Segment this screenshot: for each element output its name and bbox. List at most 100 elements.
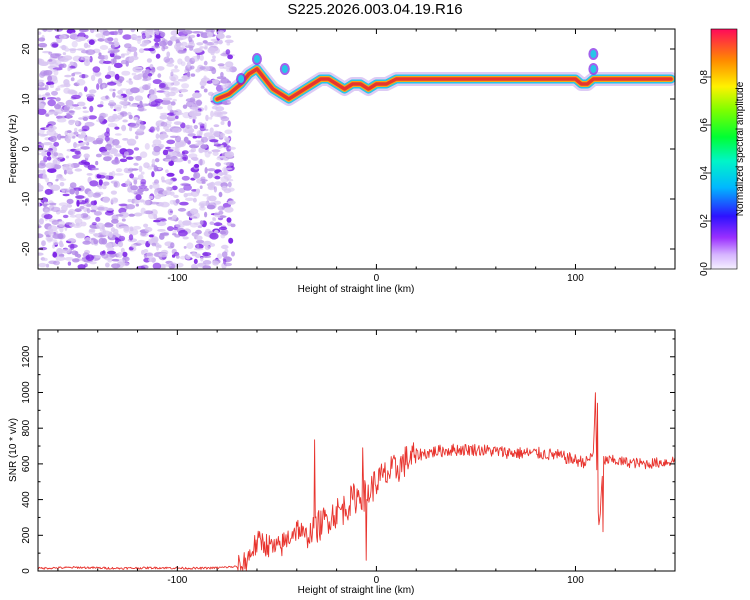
heatmap-noise-cell	[46, 81, 55, 86]
heatmap-noise-cell	[213, 222, 223, 227]
heatmap-noise-cell	[218, 210, 224, 215]
heatmap-noise-cell	[50, 184, 61, 191]
heatmap-noise-cell	[210, 58, 216, 63]
heatmap-noise-cell	[175, 255, 180, 259]
heatmap-noise-cell	[79, 29, 89, 33]
heatmap-noise-cell	[166, 51, 171, 58]
heatmap-noise-cell	[113, 30, 119, 36]
heatmap-noise-cell	[228, 237, 234, 244]
heatmap-noise-cell	[75, 232, 85, 237]
heatmap-noise-cell	[43, 201, 48, 205]
heatmap-noise-cell	[206, 31, 213, 38]
heatmap-noise-cell	[209, 139, 219, 143]
heatmap-noise-cell	[52, 244, 56, 249]
heatmap-noise-cell	[176, 42, 183, 46]
heatmap-noise-cell	[199, 206, 206, 211]
heatmap-noise-cell	[90, 29, 95, 34]
heatmap-noise-cell	[147, 83, 152, 87]
heatmap-noise-cell	[105, 262, 110, 268]
heatmap-noise-cell	[148, 47, 155, 52]
heatmap-noise-cell	[227, 187, 235, 192]
heatmap-noise-cell	[175, 115, 179, 120]
heatmap-noise-cell	[154, 35, 162, 39]
heatmap-noise-cell	[61, 63, 67, 68]
heatmap-noise-cell	[174, 135, 182, 143]
heatmap-noise-cell	[224, 129, 233, 135]
heatmap-noise-cell	[54, 29, 63, 32]
heatmap-noise-cell	[95, 160, 99, 166]
heatmap-noise-cell	[110, 190, 117, 195]
heatmap-noise-cell	[139, 43, 147, 47]
heatmap-noise-cell	[226, 42, 231, 46]
heatmap-noise-cell	[199, 46, 205, 49]
heatmap-noise-cell	[62, 52, 67, 56]
heatmap-noise-cell	[65, 163, 74, 170]
heatmap-noise-cell	[161, 179, 166, 183]
heatmap-noise-cell	[122, 138, 129, 141]
heatmap-noise-cell	[57, 133, 62, 140]
heatmap-noise-cell	[76, 199, 80, 207]
heatmap-noise-cell	[93, 211, 102, 216]
heatmap-noise-cell	[68, 119, 76, 123]
heatmap-noise-cell	[76, 101, 86, 107]
heatmap-noise-cell	[111, 263, 121, 269]
heatmap-noise-cell	[125, 204, 136, 210]
heatmap-noise-cell	[162, 190, 172, 196]
y-tick-label: 400	[21, 491, 32, 508]
heatmap-noise-cell	[130, 189, 138, 194]
heatmap-hotspot-core	[238, 75, 245, 83]
heatmap-noise-cell	[102, 184, 107, 190]
heatmap-noise-cell	[186, 61, 191, 68]
heatmap-noise-cell	[43, 155, 48, 163]
heatmap-noise-cell	[209, 243, 216, 247]
heatmap-noise-cell	[135, 135, 139, 140]
heatmap-noise-cell	[207, 202, 217, 210]
heatmap-noise-cell	[109, 71, 116, 76]
heatmap-noise-cell	[45, 235, 54, 242]
heatmap-noise-cell	[172, 151, 177, 156]
heatmap-noise-cell	[228, 146, 236, 150]
heatmap-noise-cell	[121, 218, 126, 222]
heatmap-noise-cell	[143, 187, 149, 192]
heatmap-noise-cell	[170, 68, 180, 73]
heatmap-noise-cell	[160, 121, 168, 127]
snr-panel: -100 0 100 0 200 400 600 800 1000 1200 Height of…	[8, 329, 676, 596]
heatmap-noise-cell	[176, 113, 180, 116]
heatmap-noise-cell	[200, 85, 205, 89]
heatmap-noise-cell	[74, 251, 79, 257]
heatmap-noise-cell	[124, 180, 132, 185]
x-tick-label: 0	[374, 273, 380, 284]
heatmap-noise-cell	[46, 151, 51, 157]
heatmap-noise-cell	[200, 144, 208, 150]
heatmap-noise-cell	[204, 245, 211, 251]
heatmap-noise-cell	[81, 257, 87, 260]
heatmap-noise-cell	[76, 79, 86, 86]
heatmap-noise-cell	[191, 252, 197, 257]
heatmap-noise-cell	[197, 225, 203, 229]
heatmap-noise-cell	[52, 159, 58, 166]
heatmap-noise-cell	[159, 114, 168, 120]
heatmap-noise-cell	[133, 162, 139, 166]
heatmap-noise-cell	[177, 140, 187, 148]
heatmap-noise-cell	[195, 47, 203, 53]
y-tick-label: 10	[21, 93, 32, 105]
heatmap-noise-cell	[52, 233, 62, 239]
heatmap-noise-cell	[120, 247, 125, 253]
heatmap-noise-cell	[167, 104, 173, 111]
heatmap-noise-cell	[208, 116, 213, 120]
heatmap-noise-cell	[220, 71, 224, 78]
heatmap-noise-cell	[141, 32, 147, 40]
heatmap-noise-cell	[112, 88, 116, 92]
heatmap-noise-cell	[120, 225, 130, 229]
heatmap-noise-cell	[167, 40, 173, 46]
heatmap-noise-cell	[47, 75, 53, 82]
heatmap-noise-cell	[115, 214, 124, 217]
heatmap-noise-cell	[187, 133, 196, 137]
spectrogram-x-axis: -100 0 100	[57, 29, 656, 284]
heatmap-noise-cell	[225, 256, 231, 261]
heatmap-noise-cell	[98, 52, 102, 57]
heatmap-noise-cell	[95, 153, 102, 158]
heatmap-noise-cell	[64, 82, 71, 88]
snr-plot-area	[38, 392, 675, 571]
